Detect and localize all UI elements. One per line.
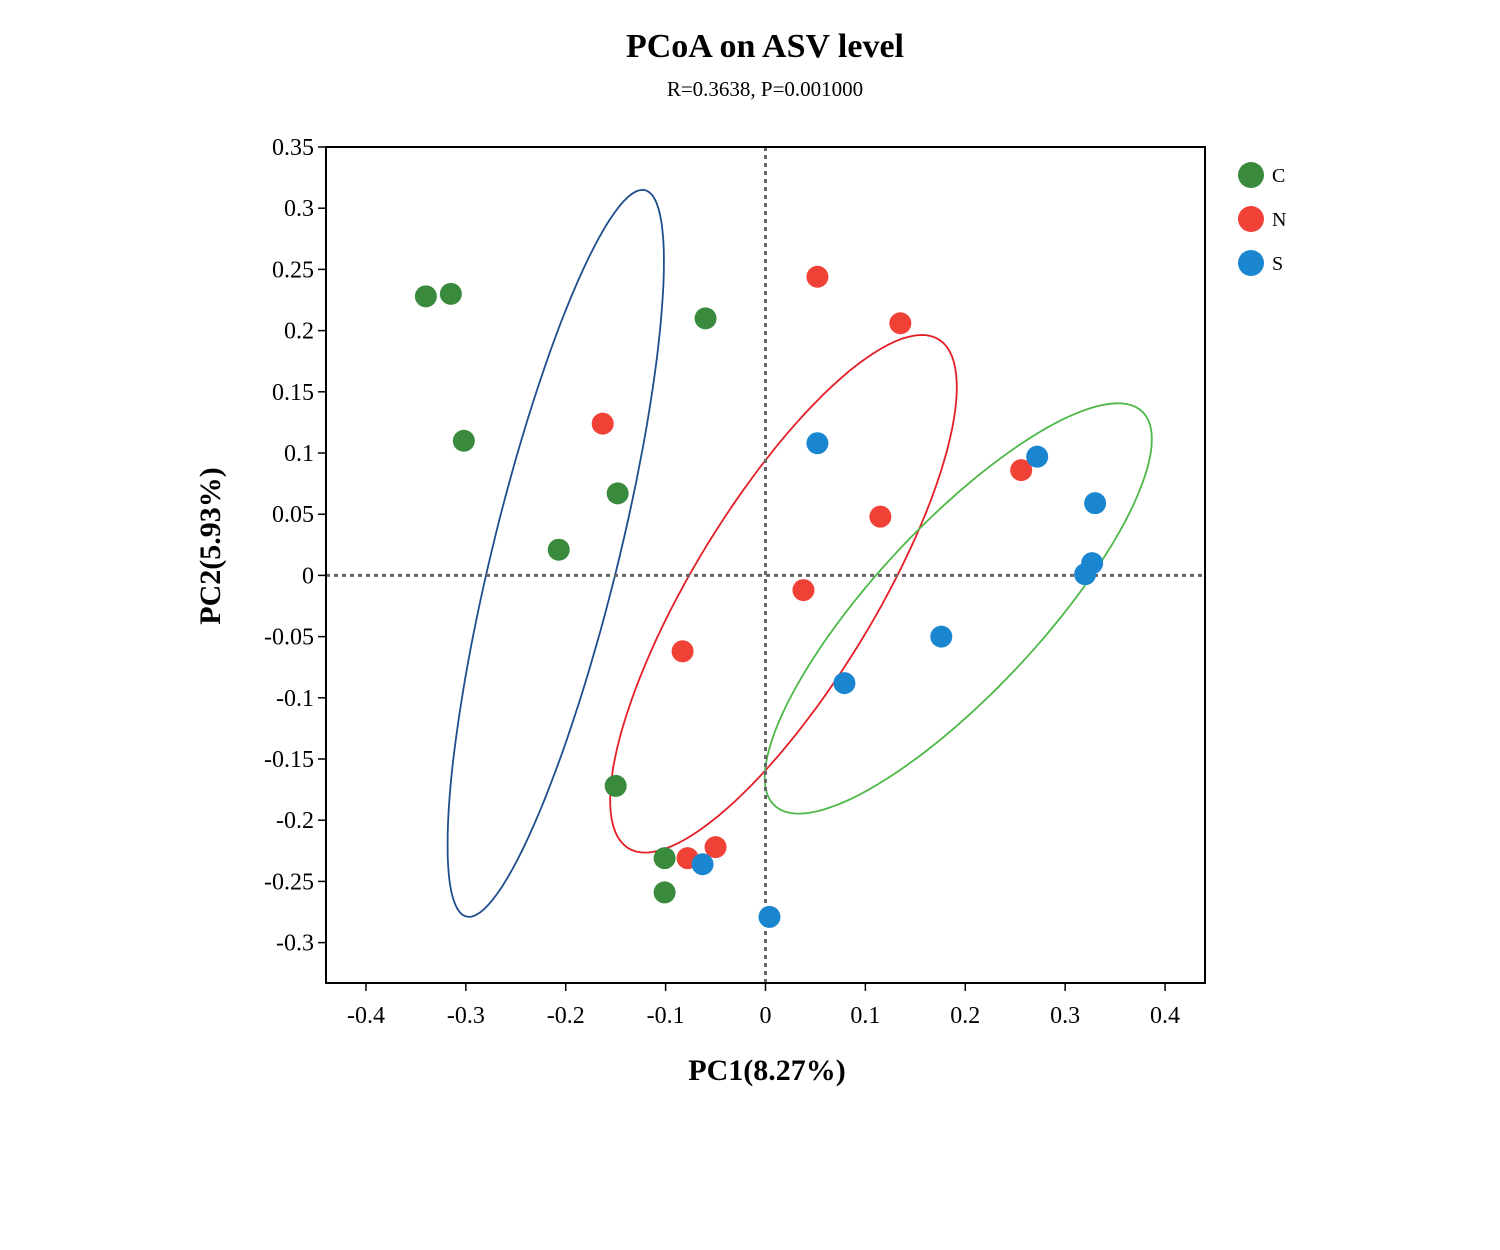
y-tick-label: 0.25 (272, 257, 314, 283)
x-tick-label: -0.2 (547, 1003, 585, 1029)
point-N (889, 312, 912, 335)
point-S (833, 672, 856, 695)
y-tick-label: 0 (302, 563, 314, 589)
point-C (653, 847, 676, 870)
y-tick-label: -0.1 (276, 686, 314, 712)
point-S (1074, 563, 1097, 586)
legend: CNS (1238, 162, 1286, 276)
point-C (604, 774, 627, 797)
point-S (1026, 445, 1049, 468)
ellipse-N (609, 334, 958, 854)
y-tick-label: 0.15 (272, 380, 314, 406)
y-tick-label: -0.2 (276, 808, 314, 834)
y-tick-label: -0.05 (264, 625, 314, 651)
y-tick-label: 0.2 (284, 319, 314, 345)
x-tick-label: -0.3 (447, 1003, 485, 1029)
x-tick-label: 0.3 (1050, 1003, 1080, 1029)
y-tick-label: 0.3 (284, 196, 314, 222)
chart-title: PCoA on ASV level (625, 28, 904, 65)
zero-reference-lines (326, 147, 1205, 983)
point-N (869, 505, 892, 528)
point-C (547, 538, 570, 561)
y-tick-label: 0.05 (272, 502, 314, 528)
x-tick-label: 0.1 (850, 1003, 880, 1029)
point-C (414, 285, 437, 308)
x-tick-label: 0 (760, 1003, 772, 1029)
data-points (414, 265, 1107, 928)
point-N (591, 412, 614, 435)
point-N (792, 579, 815, 602)
point-S (691, 853, 714, 876)
point-C (694, 307, 717, 330)
point-S (930, 625, 953, 648)
point-N (806, 265, 829, 288)
x-tick-label: 0.2 (950, 1003, 980, 1029)
ellipse-C (446, 188, 665, 918)
chart-subtitle: R=0.3638, P=0.001000 (666, 77, 864, 101)
point-C (439, 282, 462, 305)
legend-label-C: C (1272, 165, 1285, 187)
y-tick-label: -0.25 (264, 869, 314, 895)
y-tick-label: -0.3 (276, 931, 314, 957)
x-tick-label: 0.4 (1150, 1003, 1180, 1029)
point-S (758, 905, 781, 928)
point-S (1084, 492, 1107, 515)
point-N (671, 640, 694, 663)
x-axis: -0.4 -0.3 -0.2 -0.1 0 0.1 0.2 0.3 0.4 (347, 983, 1180, 1029)
ellipse-S (763, 402, 1153, 815)
point-C (653, 881, 676, 904)
legend-marker-C (1238, 162, 1264, 188)
point-C (606, 482, 629, 505)
x-tick-label: -0.4 (347, 1003, 385, 1029)
y-axis: 0.35 0.3 0.25 0.2 0.15 0.1 0.05 0 -0.05 -0.1 -0.15… (264, 135, 326, 957)
x-tick-label: -0.1 (647, 1003, 685, 1029)
point-N (1010, 459, 1033, 482)
y-tick-label: 0.35 (272, 135, 314, 161)
y-axis-label: PC2(5.93%) (194, 467, 227, 624)
y-tick-label: -0.15 (264, 747, 314, 773)
legend-marker-N (1238, 206, 1264, 232)
legend-marker-S (1238, 250, 1264, 276)
y-tick-label: 0.1 (284, 441, 314, 467)
legend-label-S: S (1272, 253, 1283, 275)
point-S (806, 432, 829, 455)
point-C (452, 429, 475, 452)
point-N (704, 836, 727, 859)
legend-label-N: N (1272, 209, 1286, 231)
x-axis-label: PC1(8.27%) (688, 1054, 845, 1087)
